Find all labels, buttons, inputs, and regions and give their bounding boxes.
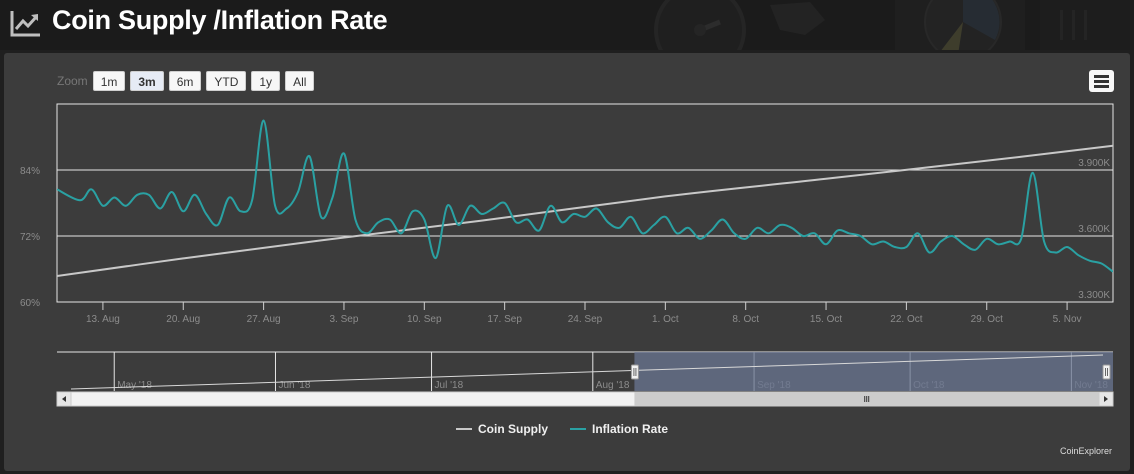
x-tick-label: 3. Sep xyxy=(329,314,358,325)
y-right-tick-label: 3.600K xyxy=(1078,224,1110,235)
navigator-tick-label: Jun '18 xyxy=(278,380,310,391)
navigator-handle-left[interactable] xyxy=(630,364,639,380)
x-tick-label: 10. Sep xyxy=(407,314,442,325)
chevron-right-icon xyxy=(1104,396,1108,402)
x-tick-label: 13. Aug xyxy=(86,314,120,325)
y-left-tick-label: 84% xyxy=(20,166,40,177)
series-inflation-rate-line xyxy=(57,119,1113,273)
y-right-tick-label: 3.300K xyxy=(1078,290,1110,301)
x-tick-label: 15. Oct xyxy=(810,314,842,325)
chevron-left-icon xyxy=(62,396,66,402)
zoom-3m-button[interactable]: 3m xyxy=(130,71,164,91)
series-coin-supply-line xyxy=(57,144,1113,277)
navigator-tick-label: May '18 xyxy=(117,380,152,391)
x-tick-label: 17. Sep xyxy=(487,314,522,325)
navigator-tick-label: Jul '18 xyxy=(435,380,464,391)
legend-item-inflation-rate[interactable]: Inflation Rate xyxy=(570,422,668,436)
y-right-tick-label: 3.900K xyxy=(1078,158,1110,169)
x-tick-label: 22. Oct xyxy=(890,314,922,325)
navigator-tick-label: Aug '18 xyxy=(596,380,630,391)
legend: Coin Supply Inflation Rate xyxy=(456,422,690,436)
zoom-1y-button[interactable]: 1y xyxy=(251,71,281,91)
navigator-series-line xyxy=(70,354,1104,390)
header: Coin Supply /Inflation Rate xyxy=(0,0,1134,50)
zoom-toolbar: Zoom 1m 3m 6m YTD 1y All xyxy=(57,70,319,92)
legend-label-inflation-rate: Inflation Rate xyxy=(592,422,669,436)
zoom-1m-button[interactable]: 1m xyxy=(92,71,126,91)
navigator-handle-right[interactable] xyxy=(1102,364,1111,380)
x-tick-label: 29. Oct xyxy=(971,314,1003,325)
y-left-tick-label: 60% xyxy=(20,298,40,309)
x-tick-label: 1. Oct xyxy=(652,314,679,325)
x-tick-label: 20. Aug xyxy=(166,314,200,325)
x-tick-label: 24. Sep xyxy=(568,314,603,325)
credits[interactable]: CoinExplorer xyxy=(1059,446,1112,456)
page-title: Coin Supply /Inflation Rate xyxy=(52,5,388,35)
navigator-selection-mask xyxy=(634,352,1113,391)
x-tick-label: 5. Nov xyxy=(1053,314,1082,325)
x-tick-label: 27. Aug xyxy=(247,314,281,325)
legend-swatch-inflation-rate xyxy=(570,428,586,430)
legend-item-coin-supply[interactable]: Coin Supply xyxy=(456,422,548,436)
legend-label-coin-supply: Coin Supply xyxy=(478,422,548,436)
zoom-all-button[interactable]: All xyxy=(285,71,315,91)
plot-area xyxy=(56,103,1114,303)
x-tick-label: 8. Oct xyxy=(732,314,759,325)
zoom-ytd-button[interactable]: YTD xyxy=(206,71,247,91)
decorative-dashboard-graphic xyxy=(640,0,1134,50)
line-chart-icon xyxy=(10,11,40,37)
zoom-label: Zoom xyxy=(57,74,88,88)
legend-swatch-coin-supply xyxy=(456,428,472,430)
zoom-6m-button[interactable]: 6m xyxy=(168,71,202,91)
y-left-tick-label: 72% xyxy=(20,232,40,243)
hamburger-menu-icon[interactable] xyxy=(1089,70,1114,92)
